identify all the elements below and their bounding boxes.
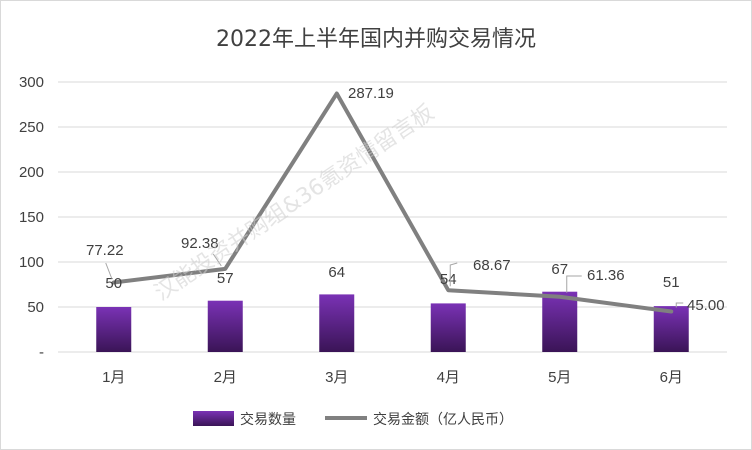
x-tick-label: 6月 — [660, 369, 683, 386]
bar-data-label: 67 — [551, 261, 568, 278]
x-tick-label: 1月 — [102, 369, 125, 386]
bar — [319, 294, 355, 352]
line-data-label: 45.00 — [687, 297, 725, 314]
line-point — [224, 268, 226, 270]
bar — [96, 307, 132, 352]
label-leader-line — [105, 262, 113, 279]
bar-series — [96, 291, 689, 352]
label-leader-line — [212, 253, 222, 267]
series-line — [111, 91, 674, 314]
line-data-label: 92.38 — [181, 235, 219, 252]
bar-data-label: 50 — [105, 275, 122, 292]
y-tick-label: 250 — [19, 119, 44, 136]
y-tick-label: 300 — [19, 74, 44, 91]
line-data-label: 61.36 — [587, 267, 625, 284]
x-tick-label: 2月 — [214, 369, 237, 386]
legend-bar-swatch — [193, 411, 234, 426]
y-tick-label: 200 — [19, 164, 44, 181]
line-point — [113, 282, 115, 284]
label-leader-line — [675, 302, 684, 308]
bar-data-label: 51 — [663, 274, 680, 291]
bar-data-label: 64 — [328, 264, 345, 281]
y-tick-label: 100 — [19, 254, 44, 271]
y-tick-label: - — [39, 344, 44, 361]
line-point — [559, 296, 561, 298]
legend: 交易数量 交易金额（亿人民币） — [193, 411, 513, 428]
x-tick-label: 5月 — [548, 369, 571, 386]
bar-data-label: 57 — [217, 270, 234, 287]
chart-title: 2022年上半年国内并购交易情况 — [216, 27, 536, 52]
line-point — [447, 289, 449, 291]
bar-data-label: 54 — [440, 271, 457, 288]
x-axis-ticks: 1月 2月 3月 4月 5月 6月 — [102, 369, 683, 386]
x-tick-label: 4月 — [437, 369, 460, 386]
watermark: 汉能投资并购组&36氪资情留言板 — [150, 100, 439, 306]
y-axis-ticks: - 50 100 150 200 250 300 — [19, 74, 44, 361]
bar — [430, 303, 466, 352]
data-labels: 50 57 64 54 67 51 77.22 92.38 287.19 68.67 61.36 45… — [86, 85, 725, 314]
label-leader-line — [566, 275, 582, 293]
label-leader-line — [449, 262, 458, 287]
line-point — [336, 93, 338, 95]
line-data-label: 68.67 — [473, 257, 511, 274]
x-tick-label: 3月 — [325, 369, 348, 386]
bar — [207, 300, 243, 352]
legend-line-label: 交易金额（亿人民币） — [373, 411, 513, 428]
bar — [653, 306, 689, 352]
bar — [542, 291, 578, 352]
line-data-label: 77.22 — [86, 242, 124, 259]
y-tick-label: 150 — [19, 209, 44, 226]
line-data-label: 287.19 — [348, 85, 394, 102]
line-point — [670, 311, 672, 312]
y-tick-label: 50 — [27, 299, 44, 316]
line-series — [111, 91, 674, 314]
gridlines — [58, 81, 727, 353]
legend-bar-label: 交易数量 — [240, 411, 296, 428]
